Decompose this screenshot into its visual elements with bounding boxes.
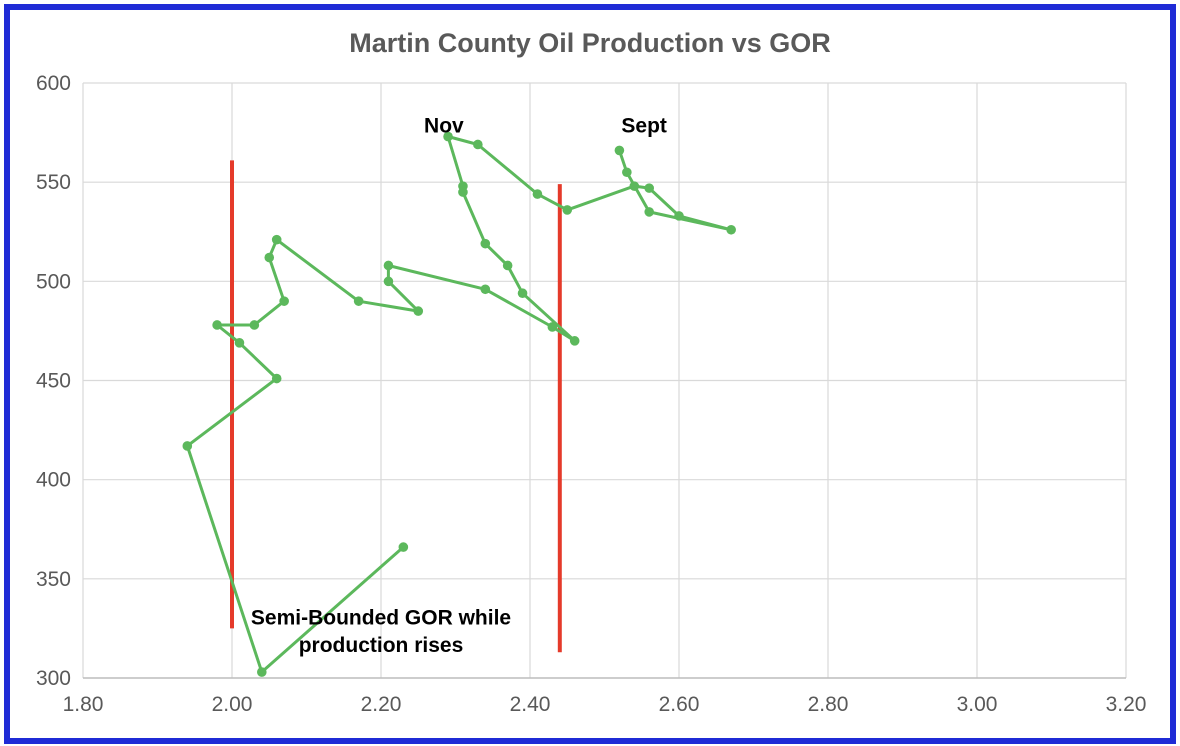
tick-labels: 1.80 2.00 2.20 2.40 2.60 2.80 3.00 3.20 300 350 40… [36, 72, 1146, 716]
data-point [480, 238, 491, 249]
annotations: Nov Sept Semi-Bounded GOR while production … [251, 115, 667, 658]
data-point [443, 131, 453, 142]
data-point [614, 145, 625, 156]
data-point [413, 306, 424, 316]
data-point [249, 320, 260, 330]
data-point [264, 252, 275, 263]
data-point [257, 667, 267, 677]
y-tick-label: 550 [36, 171, 71, 194]
y-tick-label: 400 [36, 469, 71, 492]
y-tick-label: 500 [36, 270, 71, 293]
data-point [569, 336, 580, 346]
data-point [622, 167, 632, 178]
data-point [517, 288, 528, 299]
chart-title: Martin County Oil Production vs GOR [349, 28, 831, 58]
x-tick-label: 2.00 [212, 693, 253, 716]
data-point [532, 189, 543, 199]
data-point [182, 441, 193, 451]
annotation-label: production rises [299, 634, 464, 657]
data-point [726, 224, 736, 235]
reference-lines [230, 160, 562, 653]
data-point [458, 181, 468, 191]
y-tick-label: 600 [36, 72, 71, 95]
data-point [547, 322, 558, 332]
x-tick-label: 3.20 [1106, 693, 1147, 716]
data-point [271, 234, 282, 245]
grid [82, 82, 1127, 679]
x-tick-label: 2.80 [808, 693, 849, 716]
data-series [182, 131, 736, 677]
data-point [562, 205, 573, 215]
data-point [644, 207, 654, 217]
x-tick-label: 3.00 [957, 693, 998, 716]
data-point [383, 260, 394, 271]
annotation-label: Semi-Bounded GOR while [251, 606, 511, 629]
data-point [271, 373, 282, 384]
data-point [674, 211, 684, 221]
data-point [234, 338, 245, 348]
x-tick-label: 2.20 [361, 693, 402, 716]
data-point [480, 284, 491, 295]
data-point [629, 181, 640, 191]
data-point [473, 139, 483, 150]
annotation-label: Sept [621, 115, 667, 138]
x-tick-label: 1.80 [63, 693, 104, 716]
data-point [502, 260, 513, 271]
annotation-label: Nov [424, 115, 464, 138]
y-tick-label: 300 [36, 667, 71, 690]
data-point [279, 296, 289, 306]
y-tick-label: 450 [36, 370, 71, 393]
series-line [185, 135, 733, 674]
data-point [644, 183, 654, 193]
y-tick-label: 350 [36, 568, 71, 591]
data-point [383, 276, 394, 287]
x-tick-label: 2.40 [510, 693, 551, 716]
data-point [212, 320, 222, 330]
chart-frame [4, 4, 1176, 744]
data-point [353, 296, 364, 306]
data-point [398, 542, 409, 552]
x-tick-label: 2.60 [659, 693, 700, 716]
